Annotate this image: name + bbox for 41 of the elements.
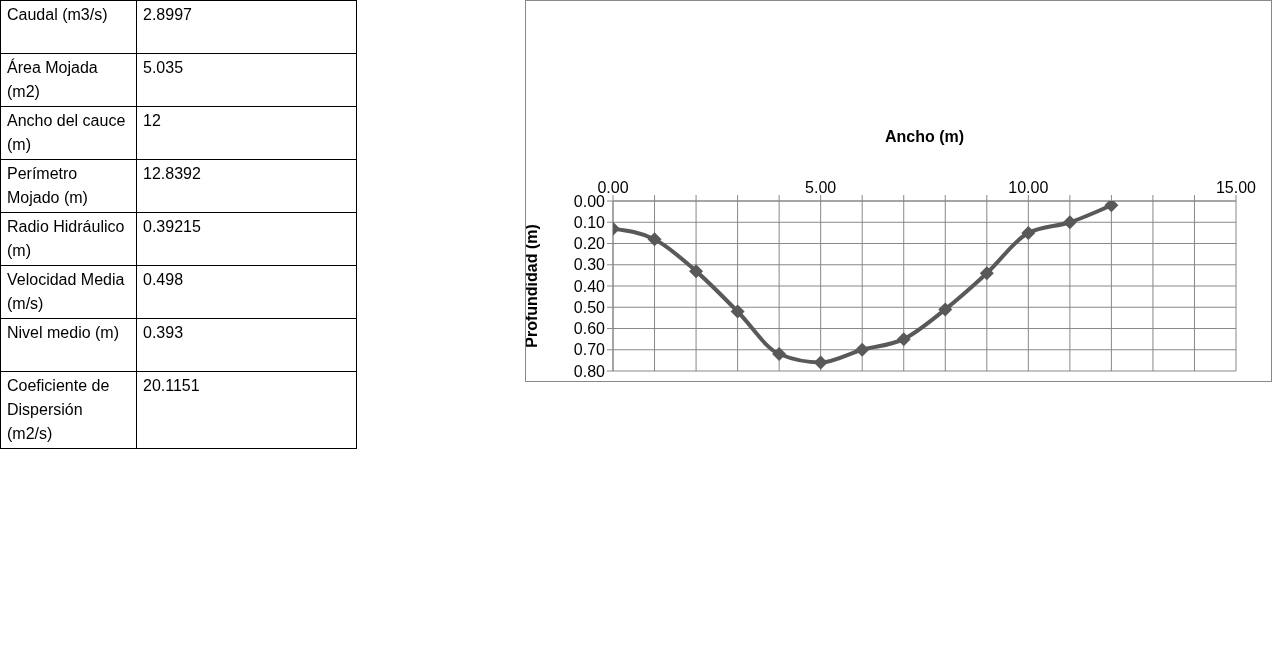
text: Velocidad Media (m/s) (0, 265, 137, 319)
text: Caudal (m3/s) (0, 0, 137, 54)
point (772, 347, 787, 361)
text: 0.498 (136, 265, 357, 319)
y-tick-label: 0.70 (573, 341, 606, 359)
text: 12 (136, 106, 357, 160)
y-tick-label: 0.30 (573, 256, 606, 274)
text: 0.39215 (136, 212, 357, 266)
point (1062, 215, 1077, 230)
point (896, 332, 911, 347)
point (855, 342, 870, 357)
x-tick-label: 15.00 (1215, 179, 1257, 196)
point (979, 266, 994, 281)
point (689, 264, 704, 279)
point (647, 232, 662, 247)
y-tick-label: 0.50 (573, 298, 606, 316)
y-tick-label: 0.80 (573, 362, 606, 380)
text: 5.035 (136, 53, 357, 107)
point (938, 302, 953, 317)
text: Radio Hidráulico (m) (0, 212, 137, 266)
text: 0.393 (136, 318, 357, 372)
text: Coeficiente de Dispersión (m2/s) (0, 371, 137, 449)
x-axis-title: Ancho (m) (884, 128, 965, 146)
y-tick-label: 0.10 (573, 213, 606, 231)
y-tick-label: 0.20 (573, 235, 606, 253)
point (813, 355, 828, 370)
x-tick-label: 5.00 (805, 179, 837, 196)
text: 2.8997 (136, 0, 357, 54)
text: 12.8392 (136, 159, 357, 213)
y-tick-label: 0.60 (573, 320, 606, 338)
y-tick-label: 0.40 (573, 277, 606, 295)
point (730, 304, 745, 319)
text: Perímetro Mojado (m) (0, 159, 137, 213)
text: Área Mojada (m2) (0, 53, 137, 107)
x-tick-label: 10.00 (1008, 179, 1049, 196)
text: Nivel medio (m) (0, 318, 137, 372)
point (1021, 225, 1036, 240)
text: Ancho del cauce (m) (0, 106, 137, 160)
point (1104, 201, 1119, 213)
y-axis-title: Profundidad (m) (522, 224, 540, 348)
text: 20.1151 (136, 371, 357, 449)
